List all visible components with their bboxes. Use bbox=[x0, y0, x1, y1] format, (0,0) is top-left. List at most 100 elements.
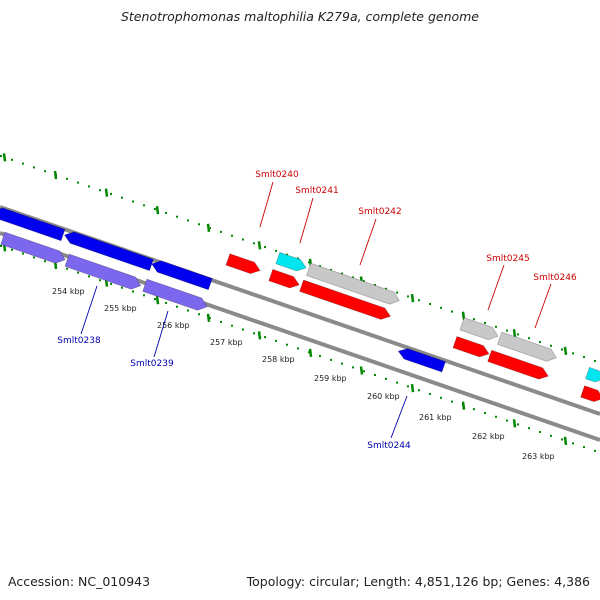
gene-leader-forward bbox=[359, 218, 377, 266]
gene-label-forward: Smlt0245 bbox=[486, 254, 529, 264]
tick-dot-inner bbox=[297, 347, 299, 350]
tick-dot-inner bbox=[495, 415, 497, 418]
tick-dot-outer bbox=[0, 155, 2, 157]
tick-dot-inner bbox=[66, 267, 68, 270]
tick-labels: 254 kbp 255 kbp 256 kbp 257 kbp 258 kbp 259 k… bbox=[52, 287, 555, 461]
gene-feature-forward bbox=[497, 331, 557, 362]
cds-reverse bbox=[0, 207, 66, 242]
tick-dot-outer bbox=[44, 170, 46, 173]
gene-feature-reverse bbox=[142, 278, 208, 311]
major-tick-outer bbox=[155, 206, 160, 215]
tick-dot-inner bbox=[242, 328, 244, 331]
tick-dot-inner bbox=[396, 381, 398, 384]
major-tick-inner bbox=[155, 296, 160, 305]
tick-label: 258 kbp bbox=[262, 355, 295, 364]
tick-dot-outer bbox=[583, 356, 585, 359]
cds-reverse bbox=[151, 260, 213, 291]
tick-dot-outer bbox=[165, 211, 167, 214]
tick-label: 262 kbp bbox=[472, 432, 505, 441]
major-tick-inner bbox=[308, 348, 313, 358]
tick-dot-inner bbox=[44, 260, 46, 263]
tick-dot-outer bbox=[198, 223, 200, 226]
tick-dot-outer bbox=[407, 295, 409, 298]
gene-label-reverse: Smlt0244 bbox=[367, 441, 411, 451]
tick-dot-inner bbox=[121, 286, 123, 289]
tick-dot-outer bbox=[363, 280, 365, 283]
major-tick-inner bbox=[206, 313, 211, 322]
tick-label: 257 kbp bbox=[210, 338, 243, 347]
gene-leader-forward bbox=[534, 283, 552, 329]
tick-dot-outer bbox=[385, 287, 387, 290]
tick-dot-inner bbox=[550, 434, 552, 437]
tick-dot-inner bbox=[176, 305, 178, 308]
tick-dot-outer bbox=[539, 341, 541, 343]
tick-dot-outer bbox=[495, 325, 497, 328]
tick-label: 259 kbp bbox=[314, 374, 347, 383]
tick-dot-outer bbox=[550, 344, 552, 347]
tick-dot-outer bbox=[143, 204, 145, 207]
gene-features bbox=[0, 207, 600, 403]
rna-feature bbox=[585, 366, 600, 383]
tick-dot-outer bbox=[176, 215, 178, 218]
tick-dot-inner bbox=[594, 449, 596, 452]
tick-dot-outer bbox=[132, 200, 134, 203]
tick-dot-inner bbox=[143, 294, 145, 297]
tick-dot-outer bbox=[561, 348, 563, 351]
major-tick-outer bbox=[206, 223, 211, 232]
cds-reverse bbox=[63, 231, 154, 272]
gene-feature-forward bbox=[305, 262, 400, 305]
tick-label: 254 kbp bbox=[52, 287, 85, 296]
gene-label-forward: Smlt0246 bbox=[533, 273, 577, 283]
tick-dot-inner bbox=[341, 362, 343, 365]
tick-dot-outer bbox=[572, 352, 574, 355]
gene-label-forward: Smlt0242 bbox=[358, 207, 401, 217]
tick-dot-inner bbox=[11, 248, 13, 251]
cds-forward bbox=[299, 279, 392, 320]
tick-dot-inner bbox=[275, 339, 277, 342]
gene-leader-reverse bbox=[80, 285, 98, 335]
tick-dot-outer bbox=[429, 303, 431, 305]
tick-dot-inner bbox=[517, 423, 519, 426]
major-tick-inner bbox=[410, 383, 415, 393]
tick-label: 256 kbp bbox=[157, 321, 190, 330]
tick-dot-inner bbox=[0, 245, 2, 247]
major-tick-inner bbox=[563, 436, 568, 446]
tick-dot-inner bbox=[154, 298, 156, 301]
tick-dot-outer bbox=[231, 234, 233, 237]
tick-dot-outer bbox=[451, 310, 453, 313]
major-tick-outer bbox=[53, 170, 58, 180]
tick-dot-inner bbox=[88, 275, 90, 278]
tick-dot-outer bbox=[330, 268, 332, 271]
major-tick-inner bbox=[512, 419, 517, 428]
gene-labels: Smlt0240 Smlt0241 Smlt0242 Smlt0245 Smlt0246… bbox=[57, 170, 577, 451]
tick-dot-outer bbox=[275, 249, 277, 252]
tick-dot-outer bbox=[374, 284, 376, 286]
cds-forward bbox=[580, 385, 600, 403]
accession-label: Accession: NC_010943 bbox=[8, 574, 151, 589]
gene-feature-reverse bbox=[64, 253, 142, 290]
tick-dot-outer bbox=[99, 189, 101, 192]
tick-dot-outer bbox=[22, 162, 24, 165]
major-tick-outer bbox=[2, 153, 7, 162]
tick-dot-outer bbox=[286, 253, 288, 256]
tick-dot-inner bbox=[440, 396, 442, 399]
tick-dot-inner bbox=[319, 355, 321, 358]
tick-dot-outer bbox=[484, 322, 486, 324]
rna-feature bbox=[275, 251, 307, 272]
tick-dot-inner bbox=[77, 271, 79, 274]
major-tick-inner bbox=[359, 366, 364, 375]
tick-dot-outer bbox=[352, 276, 354, 279]
tick-dot-outer bbox=[319, 265, 321, 268]
tick-dot-inner bbox=[539, 431, 541, 433]
major-tick-inner bbox=[257, 331, 262, 340]
tick-dot-inner bbox=[506, 419, 508, 422]
tick-dot-inner bbox=[484, 412, 486, 414]
tick-dot-inner bbox=[572, 442, 574, 445]
tick-dot-inner bbox=[253, 332, 255, 335]
gene-label-forward: Smlt0241 bbox=[295, 186, 338, 196]
tick-label: 255 kbp bbox=[104, 304, 137, 313]
tick-dot-inner bbox=[286, 343, 288, 346]
gene-leader-forward bbox=[299, 197, 314, 244]
tick-dot-inner bbox=[451, 400, 453, 403]
tick-dot-outer bbox=[187, 219, 189, 222]
